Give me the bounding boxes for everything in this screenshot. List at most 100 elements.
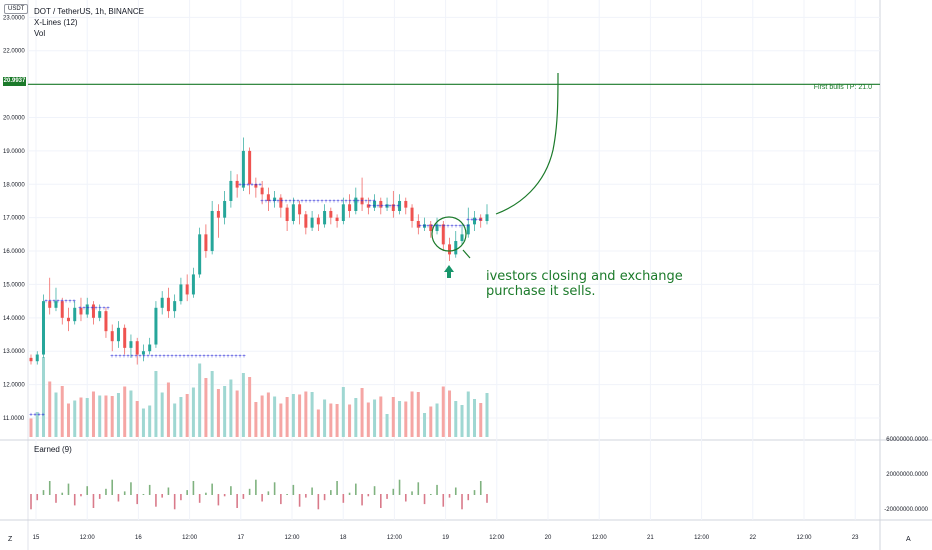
candle-body bbox=[398, 200, 402, 211]
xline-marker: + bbox=[272, 199, 276, 205]
earned-bar bbox=[336, 481, 338, 495]
currency-badge[interactable]: USDT bbox=[4, 4, 29, 14]
candle-body bbox=[210, 210, 214, 252]
zoom-icon[interactable]: Z bbox=[8, 536, 13, 543]
xline-marker: + bbox=[234, 354, 238, 360]
volume-bar bbox=[91, 391, 95, 437]
xline-marker: + bbox=[186, 354, 190, 360]
xline-marker: + bbox=[130, 354, 134, 360]
auto-scale-button[interactable]: A bbox=[906, 536, 911, 543]
volume-bar bbox=[185, 394, 189, 437]
volume-bar bbox=[429, 406, 433, 437]
xline-marker: + bbox=[222, 354, 226, 360]
time-tick-label: 12:00 bbox=[387, 535, 403, 541]
volume-bar bbox=[123, 386, 127, 437]
xline-marker: + bbox=[118, 354, 122, 360]
candle-body bbox=[41, 301, 45, 355]
candle-body bbox=[460, 234, 464, 242]
earned-bar bbox=[298, 494, 301, 507]
xline-marker: + bbox=[328, 199, 332, 205]
earned-bar bbox=[286, 494, 288, 495]
earned-bar bbox=[186, 490, 188, 495]
earned-bar bbox=[161, 494, 163, 498]
earned-bar bbox=[217, 494, 220, 506]
volume-bar bbox=[148, 405, 152, 437]
xline-marker: + bbox=[166, 354, 170, 360]
xline-marker: + bbox=[280, 199, 284, 205]
earned-bar bbox=[267, 491, 270, 495]
volume-bar bbox=[35, 412, 39, 437]
candle-body bbox=[410, 207, 414, 221]
xline-marker: + bbox=[268, 199, 272, 205]
time-tick-label: 22 bbox=[749, 535, 756, 541]
volume-bar bbox=[229, 379, 233, 437]
candle-body bbox=[379, 200, 383, 208]
volume-bar bbox=[166, 382, 170, 437]
candle-body bbox=[60, 301, 64, 318]
xline-marker: + bbox=[194, 354, 198, 360]
earned-bar bbox=[355, 483, 357, 495]
indicator-xlines-label[interactable]: X-Lines (12) bbox=[34, 18, 78, 27]
xline-marker: + bbox=[430, 224, 434, 230]
candle-body bbox=[248, 150, 252, 185]
volume-bar bbox=[66, 403, 70, 437]
earned-bar bbox=[61, 492, 64, 495]
xline-marker: + bbox=[242, 182, 246, 188]
candle-body bbox=[279, 197, 283, 208]
xline-marker: + bbox=[126, 354, 130, 360]
volume-bar bbox=[466, 391, 470, 437]
candle-body bbox=[335, 217, 339, 221]
earned-bar bbox=[411, 491, 413, 495]
xline-marker: + bbox=[308, 199, 312, 205]
xline-marker: + bbox=[288, 199, 292, 205]
earned-bar bbox=[436, 484, 438, 495]
xline-marker: + bbox=[312, 199, 316, 205]
earned-bar bbox=[486, 494, 488, 503]
tp-label: First bulls TP: 21.0 bbox=[813, 84, 872, 91]
xline-marker: + bbox=[296, 199, 300, 205]
price-tick-label: 23.0000 bbox=[3, 15, 25, 21]
candle-body bbox=[485, 214, 489, 221]
xline-marker: + bbox=[344, 199, 348, 205]
candle-body bbox=[304, 214, 308, 228]
xline-marker: + bbox=[64, 299, 68, 305]
candle-body bbox=[348, 204, 352, 211]
candle-body bbox=[441, 224, 445, 245]
volume-bar bbox=[316, 409, 320, 437]
volume-bar bbox=[266, 392, 270, 437]
earned-bar bbox=[148, 484, 151, 495]
candle-body bbox=[466, 224, 470, 235]
candle-body bbox=[298, 204, 302, 215]
volume-bar bbox=[335, 404, 339, 437]
xline-marker: + bbox=[202, 354, 206, 360]
xline-marker: + bbox=[340, 199, 344, 205]
xline-marker: + bbox=[376, 204, 380, 210]
earned-bar bbox=[423, 494, 426, 505]
earned-bar bbox=[111, 479, 114, 495]
xline-marker: + bbox=[242, 354, 246, 360]
earned-bar bbox=[130, 482, 132, 495]
xline-marker: + bbox=[352, 199, 356, 205]
xline-marker: + bbox=[418, 224, 422, 230]
xline-marker: + bbox=[264, 199, 268, 205]
xline-marker: + bbox=[470, 217, 474, 223]
earned-bar bbox=[454, 487, 457, 495]
candle-body bbox=[154, 307, 158, 345]
xline-marker: + bbox=[198, 354, 202, 360]
candle-body bbox=[254, 184, 258, 188]
xline-marker: + bbox=[238, 354, 242, 360]
arrow-up-icon bbox=[444, 265, 454, 278]
volume-bar bbox=[48, 381, 52, 437]
indicator-vol-label[interactable]: Vol bbox=[34, 29, 46, 38]
hand-drawn-curve bbox=[495, 72, 559, 215]
earned-bar bbox=[105, 488, 107, 495]
xline-marker: + bbox=[238, 182, 242, 188]
xline-marker: + bbox=[258, 182, 262, 188]
xline-marker: + bbox=[150, 354, 154, 360]
xline-marker: + bbox=[364, 199, 368, 205]
xline-marker: + bbox=[68, 299, 72, 305]
earned-indicator-label[interactable]: Earned (9) bbox=[34, 445, 72, 454]
xline-marker: + bbox=[41, 413, 45, 419]
time-tick-label: 12:00 bbox=[489, 535, 505, 541]
